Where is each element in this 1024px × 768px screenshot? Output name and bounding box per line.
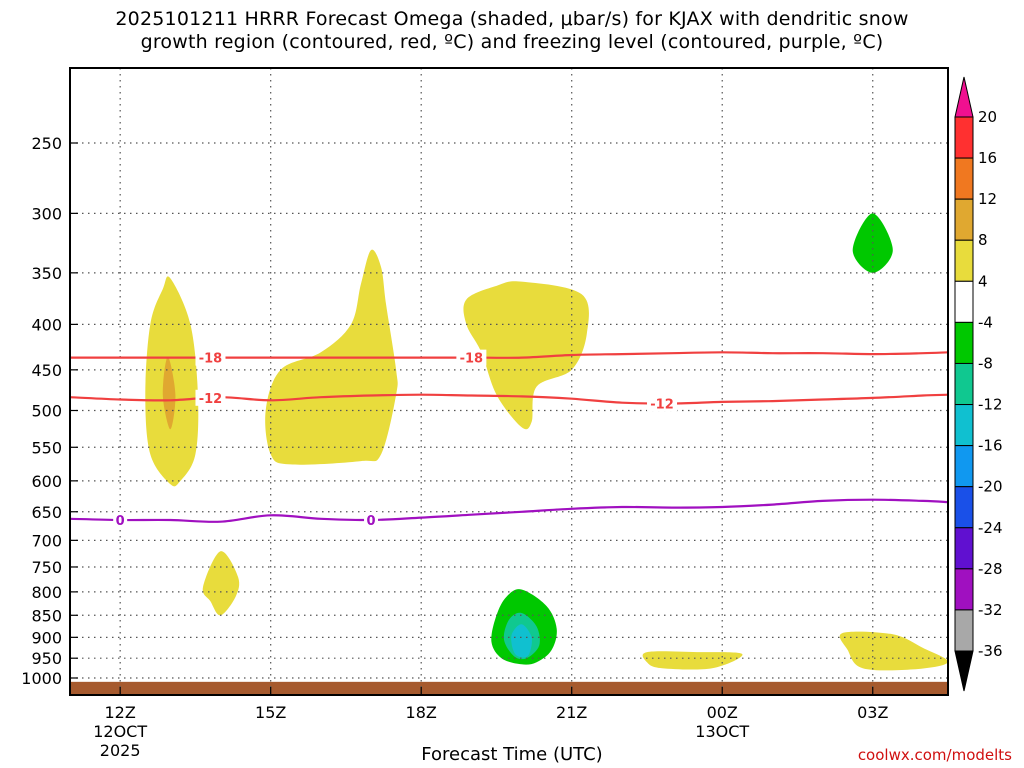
contour-label-bg-dendritic-top-1 bbox=[195, 349, 226, 366]
y-tick-label-350: 350 bbox=[31, 264, 62, 283]
x-tick-date-12Z: 12OCT bbox=[93, 722, 147, 741]
colorbar-label-6: -4 bbox=[978, 313, 993, 331]
colorbar-box-5 bbox=[954, 280, 974, 323]
contour-label-dendritic-bottom-2: -12 bbox=[650, 397, 674, 412]
colorbar-label-4: 8 bbox=[978, 231, 988, 249]
colorbar-box-13 bbox=[954, 609, 974, 652]
contour-label-bg-dendritic-bottom-2 bbox=[647, 395, 678, 412]
colorbar-box-3 bbox=[954, 198, 974, 241]
colorbar-over-triangle bbox=[954, 76, 974, 118]
colorbar-label-14: -36 bbox=[978, 642, 1003, 660]
y-tick-label-850: 850 bbox=[31, 606, 62, 625]
colorbar-label-1: 20 bbox=[978, 108, 997, 126]
omega-region-9 bbox=[642, 651, 743, 670]
contour-label-bg-dendritic-top-2 bbox=[456, 349, 487, 366]
omega-region-5 bbox=[202, 551, 240, 616]
colorbar-label-3: 12 bbox=[978, 190, 997, 208]
colorbar-box-7 bbox=[954, 362, 974, 406]
y-tick-label-450: 450 bbox=[31, 361, 62, 380]
omega-region-2 bbox=[162, 356, 176, 430]
colorbar-under-triangle bbox=[954, 650, 974, 692]
contour-label-freezing-level-2: 0 bbox=[367, 514, 376, 529]
colorbar-label-2: 16 bbox=[978, 149, 997, 167]
colorbar-box-1 bbox=[954, 116, 974, 159]
contour-label-freezing-level-1: 0 bbox=[116, 514, 125, 529]
colorbar-box-8 bbox=[954, 404, 974, 447]
x-tick-label-21Z: 21Z bbox=[556, 703, 587, 722]
contour-freezing-level bbox=[70, 498, 948, 523]
y-tick-label-800: 800 bbox=[31, 583, 62, 602]
y-tick-label-300: 300 bbox=[31, 204, 62, 223]
y-tick-label-600: 600 bbox=[31, 472, 62, 491]
y-tick-label-900: 900 bbox=[31, 628, 62, 647]
plot-frame bbox=[69, 67, 949, 696]
contour-label-dendritic-top-2: -18 bbox=[460, 352, 484, 367]
y-tick-label-500: 500 bbox=[31, 402, 62, 421]
colorbar-box-6 bbox=[954, 321, 974, 364]
omega-region-8 bbox=[511, 624, 532, 658]
chart-title-line-2: growth region (contoured, red, ºC) and f… bbox=[140, 31, 884, 53]
colorbar-box-11 bbox=[954, 527, 974, 570]
colorbar-label-13: -32 bbox=[978, 601, 1003, 619]
x-tick-label-15Z: 15Z bbox=[255, 703, 286, 722]
colorbar-label-10: -20 bbox=[978, 478, 1003, 496]
omega-region-10 bbox=[839, 631, 948, 671]
x-tick-label-03Z: 03Z bbox=[857, 703, 888, 722]
colorbar-label-11: -24 bbox=[978, 519, 1003, 537]
y-tick-label-700: 700 bbox=[31, 531, 62, 550]
y-tick-label-250: 250 bbox=[31, 134, 62, 153]
x-tick-label-00Z: 00Z bbox=[707, 703, 738, 722]
x-axis-title: Forecast Time (UTC) bbox=[421, 744, 603, 765]
y-tick-label-750: 750 bbox=[31, 558, 62, 577]
colorbar-label-8: -12 bbox=[978, 396, 1003, 414]
colorbar-label-9: -16 bbox=[978, 437, 1003, 455]
y-tick-label-550: 550 bbox=[31, 438, 62, 457]
contour-label-bg-freezing-level-1 bbox=[113, 511, 128, 528]
y-tick-label-400: 400 bbox=[31, 315, 62, 334]
y-tick-label-950: 950 bbox=[31, 649, 62, 668]
colorbar-box-9 bbox=[954, 445, 974, 488]
chart-title-line-1: 2025101211 HRRR Forecast Omega (shaded, … bbox=[115, 8, 909, 30]
ground-surface bbox=[70, 681, 948, 695]
contour-label-bg-freezing-level-2 bbox=[364, 511, 379, 528]
colorbar-box-10 bbox=[954, 486, 974, 529]
y-tick-label-650: 650 bbox=[31, 503, 62, 522]
contour-label-bg-dendritic-bottom-1 bbox=[195, 389, 226, 406]
y-tick-label-1000: 1000 bbox=[21, 669, 62, 688]
x-tick-label-18Z: 18Z bbox=[406, 703, 437, 722]
colorbar-label-7: -8 bbox=[978, 354, 993, 372]
x-tick-label-12Z: 12Z bbox=[105, 703, 136, 722]
colorbar-box-12 bbox=[954, 568, 974, 611]
colorbar-box-4 bbox=[954, 239, 974, 282]
credit-text: coolwx.com/modelts bbox=[857, 746, 1012, 764]
contour-label-dendritic-top-1: -18 bbox=[199, 352, 223, 367]
x-tick-date-00Z: 13OCT bbox=[695, 722, 749, 741]
colorbar-box-2 bbox=[954, 157, 974, 200]
colorbar-label-12: -28 bbox=[978, 560, 1003, 578]
colorbar-label-5: 4 bbox=[978, 272, 988, 290]
x-tick-year-12Z: 2025 bbox=[100, 741, 141, 760]
contour-label-dendritic-bottom-1: -12 bbox=[199, 392, 223, 407]
omega-region-4 bbox=[463, 281, 589, 430]
